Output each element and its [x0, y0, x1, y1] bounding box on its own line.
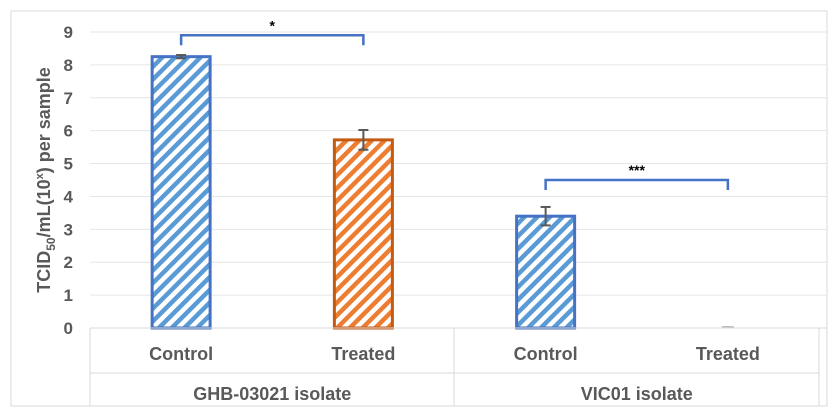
gridlines: [90, 31, 827, 296]
x-category-label: Treated: [331, 344, 395, 364]
y-tick-label: 1: [64, 286, 73, 305]
plot-border: [10, 10, 828, 407]
y-tick-label: 0: [64, 319, 73, 338]
significance-brackets: ****: [179, 17, 730, 190]
x-axis-categories: Control Treated Control Treated: [149, 344, 760, 364]
y-tick-label: 6: [64, 122, 73, 141]
x-category-label: Control: [514, 344, 578, 364]
y-axis-ticks: 0 1 2 3 4 5 6 7 8 9: [64, 23, 74, 338]
y-tick-label: 5: [64, 155, 73, 174]
error-bars: [176, 54, 551, 227]
y-axis-label: TCID50/mL(10x) per sample: [34, 67, 58, 293]
significance-bracket: [544, 178, 730, 190]
significance-label: *: [270, 17, 276, 33]
bars: [150, 55, 734, 330]
y-axis-label-superscript: x: [34, 172, 46, 179]
significance-label: ***: [629, 162, 646, 178]
significance-bracket: [179, 34, 365, 46]
y-tick-label: 9: [64, 23, 73, 42]
y-tick-label: 8: [64, 56, 73, 75]
x-category-label: Treated: [696, 344, 760, 364]
y-tick-label: 2: [64, 253, 73, 272]
x-group-label: VIC01 isolate: [581, 384, 693, 404]
y-tick-label: 4: [64, 187, 74, 206]
bar: [515, 214, 577, 330]
x-category-label: Control: [149, 344, 213, 364]
x-group-label: GHB-03021 isolate: [193, 384, 351, 404]
bar: [332, 138, 394, 330]
bar: [150, 55, 212, 330]
x-axis-groups: GHB-03021 isolate VIC01 isolate: [193, 384, 693, 404]
y-axis-label-subscript: 50: [44, 237, 58, 251]
y-tick-label: 3: [64, 220, 73, 239]
y-tick-label: 7: [64, 89, 73, 108]
